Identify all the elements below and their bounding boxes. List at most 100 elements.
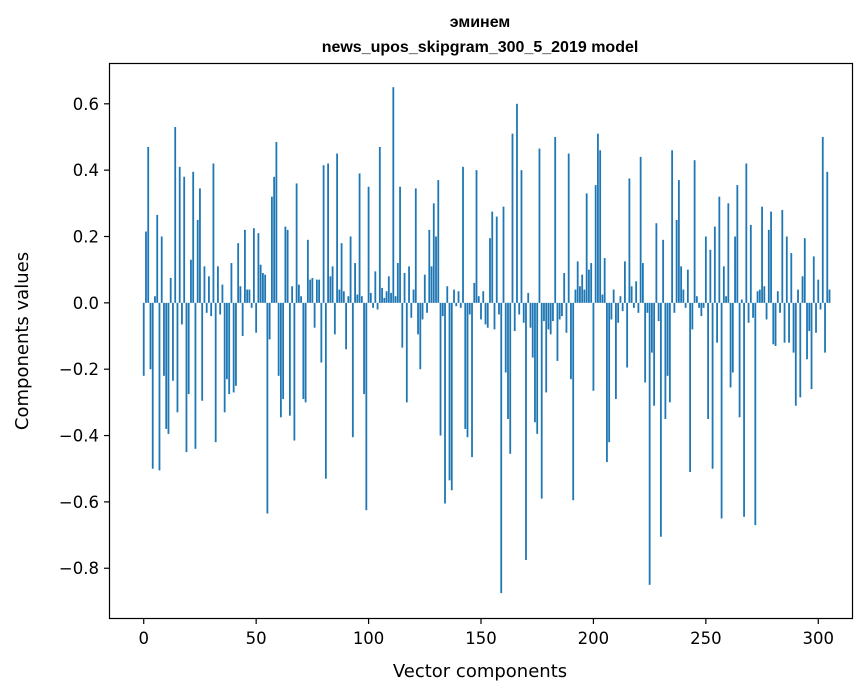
bar-102 [372,302,374,308]
bar-166 [516,103,518,303]
bar-81 [324,302,327,479]
bar-55 [266,302,269,514]
bar-145 [468,302,471,315]
bar-256 [718,196,721,303]
bar-220 [637,302,640,313]
bar-227 [653,302,656,406]
bar-109 [387,276,390,303]
bar-201 [594,185,597,303]
bar-247 [698,302,700,308]
bar-69 [297,284,300,303]
bar-99 [365,302,368,511]
bar-248 [700,302,703,317]
y-tick-label: 0.2 [73,228,99,247]
bars-group [142,87,831,594]
bar-87 [338,289,341,303]
bar-75 [311,277,314,303]
bar-36 [223,302,226,413]
bar-129 [432,203,435,303]
bar-234 [668,302,671,403]
bar-289 [792,302,795,353]
bar-10 [165,302,168,429]
bar-279 [770,211,772,303]
bar-159 [500,302,503,594]
bar-197 [585,193,588,303]
bar-169 [522,302,525,323]
x-tick-label: 300 [803,629,835,648]
bar-297 [810,302,813,390]
bar-268 [745,163,748,303]
bar-6 [156,214,159,303]
bar-188 [565,302,568,333]
bar-2 [147,146,150,303]
x-tick-label: 200 [578,629,610,648]
bar-70 [300,296,303,303]
bar-175 [536,302,539,434]
bar-90 [345,302,347,350]
bar-15 [176,302,179,413]
bar-162 [507,302,509,419]
bar-229 [657,302,660,322]
plot-frame [108,62,854,620]
bar-219 [635,281,638,303]
bar-128 [430,266,433,303]
bar-71 [302,302,305,400]
bar-44 [241,302,244,337]
bar-51 [257,233,260,303]
bar-49 [253,228,255,303]
bar-182 [552,302,554,322]
y-tick-label: 0.0 [73,294,99,313]
bar-155 [491,211,494,303]
bar-68 [295,183,298,303]
bar-143 [464,302,467,429]
bar-31 [212,163,215,303]
bar-34 [219,302,222,315]
bar-171 [527,292,530,303]
bar-38 [228,302,231,395]
bar-141 [459,302,462,308]
bar-215 [626,302,629,368]
bar-176 [538,148,541,303]
bar-193 [576,261,579,303]
bar-187 [563,272,566,303]
bar-283 [779,302,781,313]
bar-122 [417,302,419,335]
bar-9 [163,302,165,376]
bar-149 [477,296,480,303]
bar-113 [396,263,399,303]
bar-125 [423,274,426,303]
bar-295 [806,302,808,360]
bar-202 [597,133,599,303]
bar-272 [754,302,757,526]
bar-254 [713,226,716,303]
y-tick-label: −0.8 [59,559,99,578]
bar-262 [731,302,734,373]
y-tick-label: −0.4 [59,427,99,446]
bar-217 [630,286,633,303]
bar-97 [360,296,363,303]
bar-277 [765,302,768,320]
bar-86 [336,153,338,303]
bar-194 [579,286,581,303]
bar-184 [556,302,559,361]
bar-23 [194,302,197,449]
bar-190 [570,302,572,380]
bar-223 [644,302,647,383]
bar-96 [358,173,361,303]
bar-158 [498,302,500,315]
bar-1 [145,231,147,303]
bar-72 [304,302,307,403]
bar-241 [684,302,687,308]
bar-239 [680,266,683,303]
bar-119 [410,302,413,318]
bar-152 [484,302,487,325]
bar-253 [711,302,714,469]
bar-164 [511,133,514,303]
bar-22 [192,171,195,303]
bar-100 [367,186,370,303]
bar-226 [650,302,653,353]
bar-11 [167,302,170,434]
bar-54 [264,274,267,303]
bar-173 [531,302,534,358]
bar-286 [785,236,788,303]
